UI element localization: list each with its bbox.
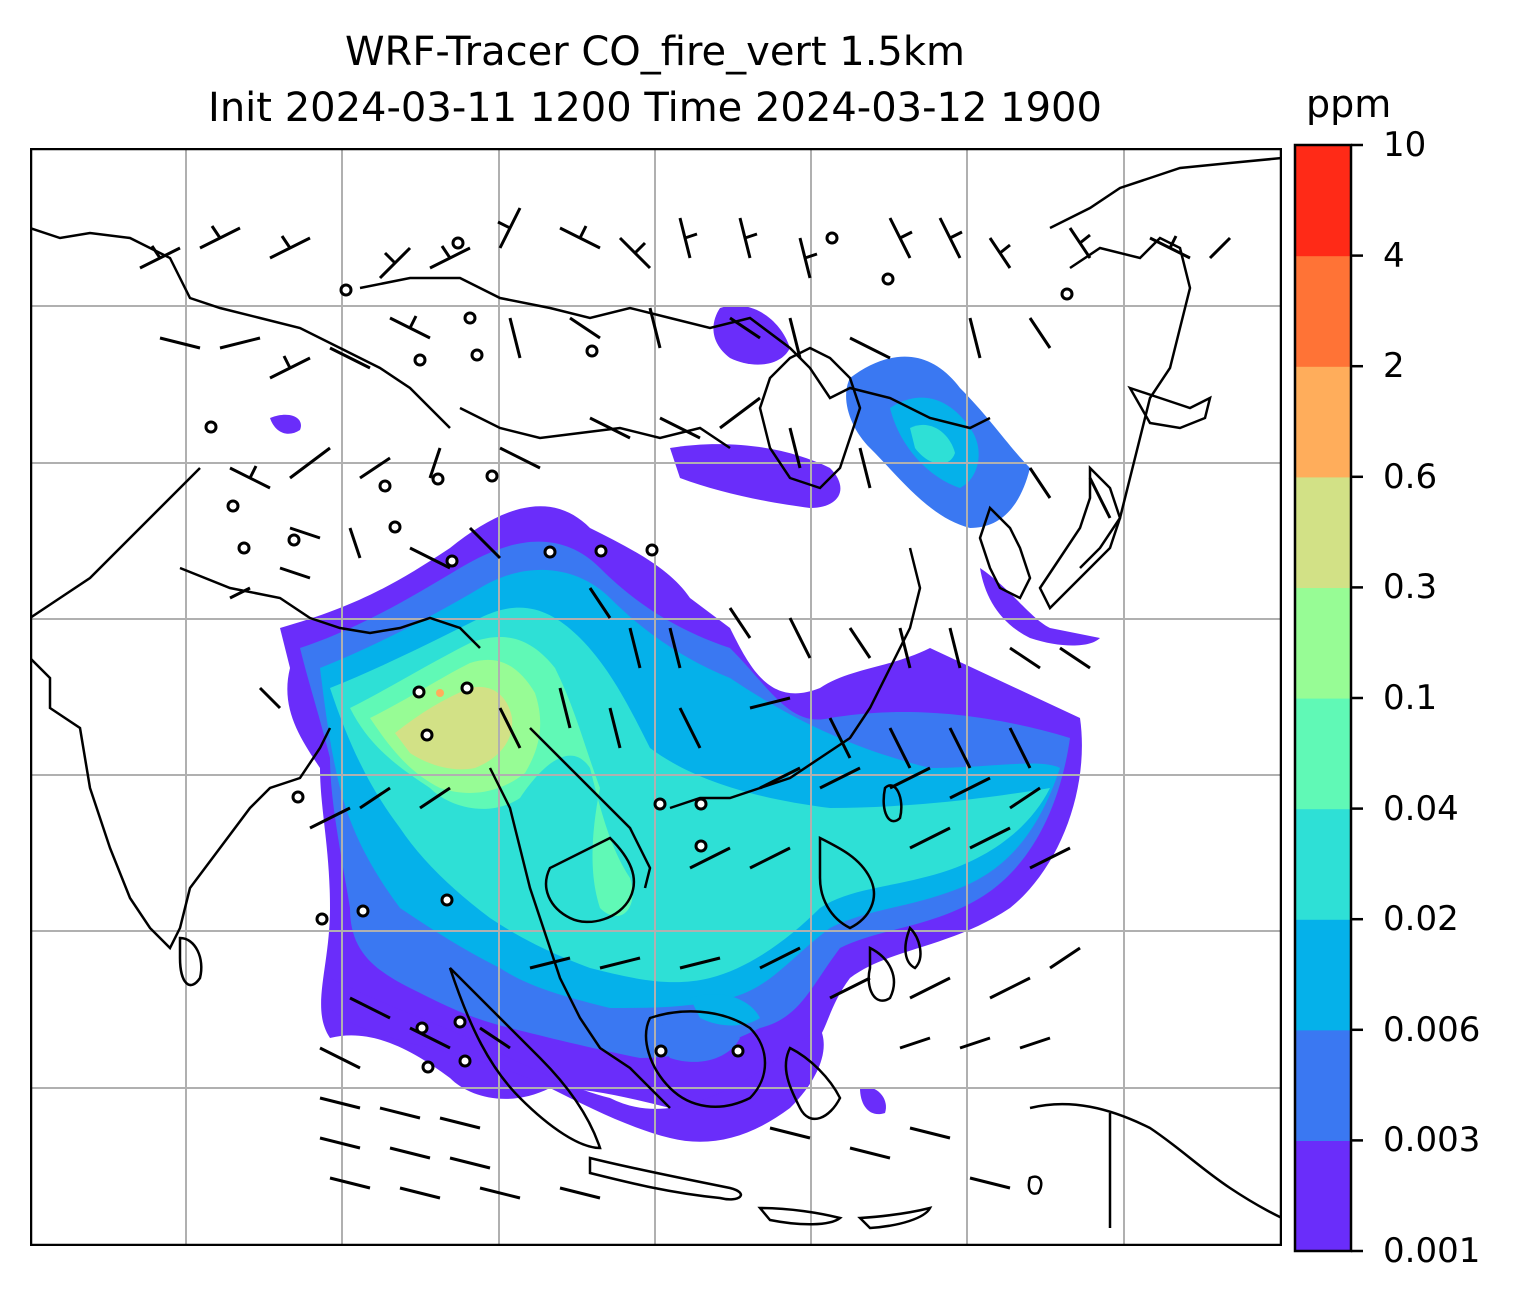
wind-barbs xyxy=(139,207,1232,1200)
coast-japan xyxy=(1038,464,1122,611)
colorbar-tick-label: 0.006 xyxy=(1383,1009,1481,1050)
plume-south xyxy=(330,978,824,1142)
coast-russia-east xyxy=(1049,156,1282,230)
colorbar xyxy=(1293,143,1363,1253)
colorbar-tick-label: 0.001 xyxy=(1383,1231,1481,1271)
coastlines-and-borders xyxy=(30,156,1282,1230)
calm-wind-markers xyxy=(204,231,1074,1074)
map-title-line1: WRF-Tracer CO_fire_vert 1.5km xyxy=(344,29,966,75)
colorbar-tick-label: 2 xyxy=(1383,346,1405,387)
colorbar-band-6 xyxy=(1295,476,1351,588)
coast-borneo xyxy=(644,1010,767,1108)
coast-new-guinea xyxy=(1029,1102,1282,1228)
colorbar-band-4 xyxy=(1295,698,1351,810)
border-china-west xyxy=(179,566,481,649)
colorbar-band-8 xyxy=(1295,255,1351,367)
colorbar-tick-label: 10 xyxy=(1383,125,1427,165)
colorbar-tick-label: 0.6 xyxy=(1383,456,1438,497)
colorbar-unit-label: ppm xyxy=(1306,82,1392,126)
coast-sulawesi xyxy=(784,1046,842,1120)
colorbar-band-0 xyxy=(1295,1140,1351,1252)
colorbar-band-3 xyxy=(1295,808,1351,920)
map-border xyxy=(30,148,1282,1246)
colorbar-tick-label: 0.003 xyxy=(1383,1120,1481,1161)
colorbar-band-2 xyxy=(1295,919,1351,1031)
colorbar-band-9 xyxy=(1295,145,1351,257)
colorbar-tick-label: 4 xyxy=(1383,235,1405,276)
coast-sri-lanka xyxy=(178,936,203,987)
coast-china-east xyxy=(669,547,922,810)
colorbar-band-5 xyxy=(1295,587,1351,699)
tracer-shading xyxy=(270,305,1100,1142)
colorbar-tick-label: 0.02 xyxy=(1383,899,1459,940)
map-title-line2: Init 2024-03-11 1200 Time 2024-03-12 190… xyxy=(208,85,1102,131)
coast-india xyxy=(30,657,332,951)
colorbar-tick-label: 0.04 xyxy=(1383,788,1459,829)
coast-korea xyxy=(978,505,1032,600)
coast-java xyxy=(588,1156,743,1201)
colorbar-band-7 xyxy=(1295,366,1351,478)
plume-level-06 xyxy=(436,689,444,697)
colorbar-band-1 xyxy=(1295,1029,1351,1141)
coast-philippines xyxy=(818,835,876,930)
border-mongolia xyxy=(359,276,991,430)
coast-sumatra xyxy=(448,967,602,1150)
colorbar-tick-label: 0.1 xyxy=(1383,678,1438,718)
plume-level-03 xyxy=(395,686,513,770)
colorbar-tick-label: 0.3 xyxy=(1383,567,1438,608)
map-panel xyxy=(30,148,1282,1246)
